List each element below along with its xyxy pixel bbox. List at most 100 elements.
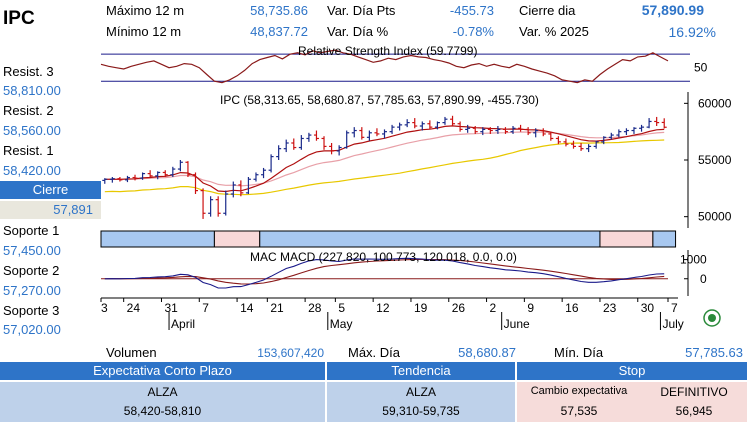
price-bar bbox=[366, 130, 372, 141]
price-bar bbox=[487, 127, 493, 134]
price-bar bbox=[117, 177, 123, 182]
rsi-title: Relative Strength Index (59.7799) bbox=[298, 44, 477, 58]
price-bar bbox=[200, 188, 206, 219]
macd-panel: 1000 0 MAC MACD (227.820, 100.773, 120.018… bbox=[101, 250, 707, 296]
x-tick-label: 28 bbox=[308, 301, 322, 315]
logo-icon bbox=[703, 309, 721, 327]
price-bar bbox=[291, 138, 297, 150]
price-bar bbox=[170, 166, 176, 177]
price-bar bbox=[321, 136, 327, 150]
price-title: IPC (58,313.65, 58,680.87, 57,785.63, 57… bbox=[220, 93, 539, 107]
short-term-cell: ALZA 58,420-58,810 bbox=[0, 382, 325, 422]
max-day-label: Máx. Día bbox=[348, 345, 401, 360]
trend-header: Tendencia bbox=[327, 362, 515, 380]
support-2-value: 57,270.00 bbox=[3, 283, 61, 298]
var-pts-value: -455.73 bbox=[449, 3, 494, 18]
rsi-line bbox=[100, 49, 669, 84]
trend-cell: ALZA 59,310-59,735 bbox=[327, 382, 515, 422]
x-month-label: July bbox=[662, 317, 683, 331]
price-bar bbox=[276, 145, 282, 160]
resistance-1-value: 58,420.00 bbox=[3, 163, 61, 178]
x-tick-label: 12 bbox=[376, 301, 390, 315]
price-bar bbox=[457, 121, 463, 132]
x-tick-label: 7 bbox=[202, 301, 209, 315]
macd-title: MAC MACD (227.820, 100.773, 120.018, 0.0… bbox=[250, 250, 517, 264]
price-bar bbox=[306, 132, 312, 142]
var-pct-value: -0.78% bbox=[452, 24, 494, 39]
trend-segment bbox=[652, 230, 677, 248]
x-tick-label: 23 bbox=[603, 301, 617, 315]
trend-segment bbox=[259, 230, 601, 248]
stop-definitive-value: 56,945 bbox=[675, 404, 713, 418]
price-bar bbox=[404, 119, 410, 128]
close-level-value-text: 57,891 bbox=[53, 202, 93, 217]
x-axis: 3 24 31 7 14 21 28 5 12 19 26 2 9 16 23 30 7 April May June… bbox=[100, 297, 684, 331]
price-bar bbox=[109, 177, 115, 183]
support-3-value: 57,020.00 bbox=[3, 322, 61, 337]
x-tick-label: 31 bbox=[164, 301, 178, 315]
macd-line bbox=[104, 257, 665, 289]
price-bar bbox=[155, 171, 161, 180]
price-bar bbox=[608, 132, 614, 140]
price-bar bbox=[177, 160, 183, 172]
price-tick-label: 50000 bbox=[698, 210, 732, 224]
x-tick-label: 9 bbox=[527, 301, 534, 315]
x-tick-label: 2 bbox=[490, 301, 497, 315]
price-bar bbox=[450, 115, 456, 126]
price-bar bbox=[359, 127, 365, 140]
var-pct-label: Var. Día % bbox=[327, 24, 389, 39]
max-12m-label: Máximo 12 m bbox=[106, 3, 185, 18]
price-bar bbox=[623, 128, 629, 136]
price-bar bbox=[261, 167, 267, 179]
x-tick-label: 30 bbox=[641, 301, 655, 315]
stop-change-label: Cambio expectativa bbox=[530, 385, 628, 397]
x-month-label: May bbox=[330, 317, 353, 331]
x-tick-label: 24 bbox=[127, 301, 141, 315]
price-bar bbox=[208, 196, 214, 217]
price-bar bbox=[162, 170, 168, 177]
price-bar bbox=[661, 118, 667, 129]
resistance-1-label: Resist. 1 bbox=[3, 143, 54, 158]
max-12m-value: 58,735.86 bbox=[250, 3, 308, 18]
rsi-panel: Relative Strength Index (59.7799) 50 bbox=[100, 44, 708, 84]
min-day-label: Mín. Día bbox=[554, 345, 604, 360]
price-bar bbox=[555, 136, 561, 145]
price-bar bbox=[571, 140, 576, 149]
price-bar bbox=[631, 127, 637, 134]
resistance-2-value: 58,560.00 bbox=[3, 123, 61, 138]
min-12m-label: Mínimo 12 m bbox=[106, 24, 182, 39]
x-tick-label: 14 bbox=[240, 301, 254, 315]
price-bar bbox=[434, 121, 440, 130]
short-term-range: 58,420-58,810 bbox=[123, 404, 202, 418]
stop-cell: Cambio expectativa DEFINITIVO 57,535 56,… bbox=[517, 382, 747, 422]
macd-signal-line bbox=[104, 258, 665, 285]
macd-tick-label: 0 bbox=[700, 272, 707, 286]
price-bar bbox=[502, 127, 508, 134]
price-bar bbox=[124, 175, 130, 183]
x-tick-label: 26 bbox=[452, 301, 466, 315]
support-1-value: 57,450.00 bbox=[3, 243, 61, 258]
price-bar bbox=[442, 116, 448, 125]
macd-tick-label: 1000 bbox=[680, 253, 707, 267]
ma-long-line bbox=[104, 139, 665, 196]
x-tick-label: 5 bbox=[338, 301, 345, 315]
price-bar bbox=[132, 174, 138, 181]
stop-header: Stop bbox=[517, 362, 747, 380]
price-bar bbox=[351, 127, 357, 138]
price-bar bbox=[412, 118, 418, 129]
x-tick-label: 3 bbox=[101, 301, 108, 315]
price-bar bbox=[578, 143, 584, 151]
close-day-value: 57,890.99 bbox=[641, 2, 704, 18]
price-bar bbox=[397, 122, 403, 131]
x-tick-label: 7 bbox=[671, 301, 678, 315]
price-tick-label: 55000 bbox=[698, 153, 732, 167]
resistance-3-label: Resist. 3 bbox=[3, 64, 54, 79]
price-tick-label: 60000 bbox=[698, 96, 732, 110]
x-tick-label: 16 bbox=[565, 301, 579, 315]
price-panel: 60000 55000 50000 IPC (58,313.65, 58,680.87… bbox=[102, 92, 732, 228]
support-1-label: Soporte 1 bbox=[3, 223, 60, 238]
price-bar bbox=[215, 196, 221, 217]
price-bar bbox=[336, 145, 342, 156]
price-bar bbox=[344, 130, 350, 149]
stop-definitive-label: DEFINITIVO bbox=[660, 385, 728, 399]
